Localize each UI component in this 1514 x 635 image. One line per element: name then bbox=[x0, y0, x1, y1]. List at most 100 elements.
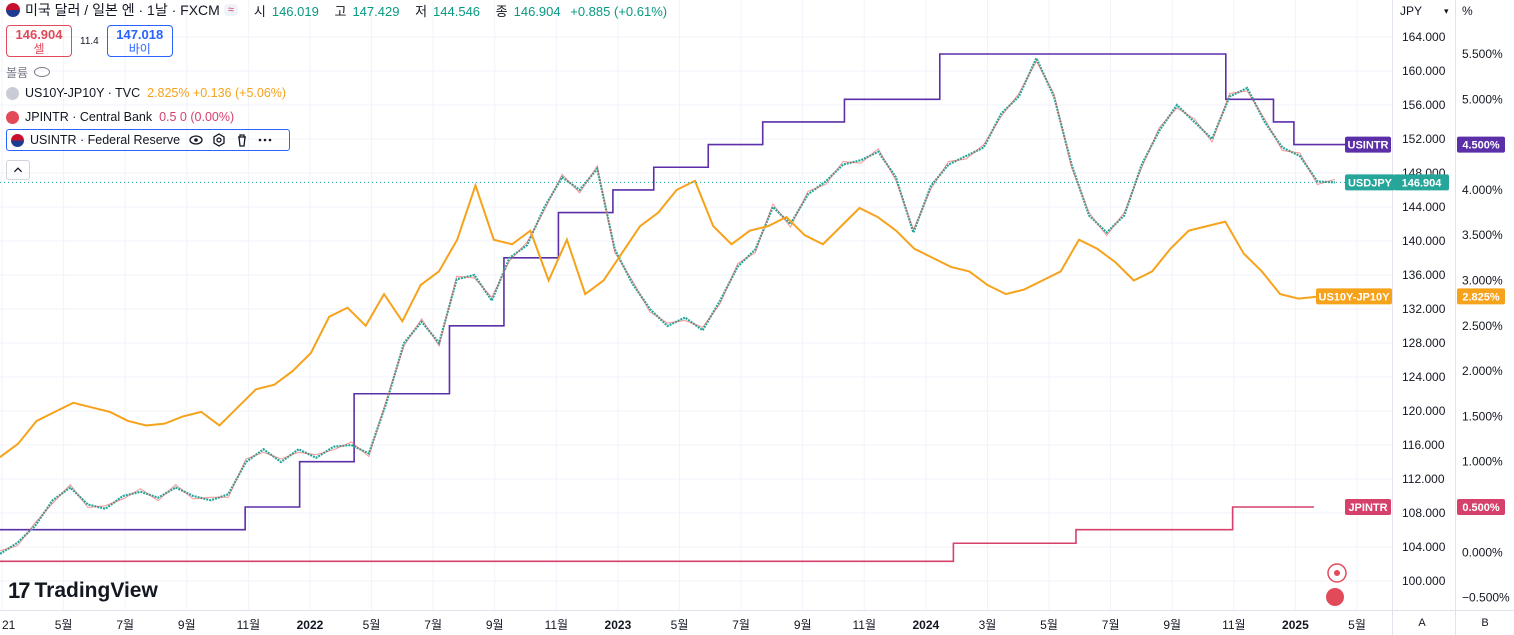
series-line-usintr[interactable] bbox=[0, 53, 1355, 531]
percent-tick-label: 2.000% bbox=[1462, 364, 1503, 378]
time-tick-label: 9월 bbox=[178, 618, 196, 632]
volume-row[interactable]: 볼륨 bbox=[6, 63, 667, 81]
time-tick-label: 7월 bbox=[116, 618, 134, 632]
usdjpy-tag-bg bbox=[1345, 174, 1395, 191]
time-tick-label: 5월 bbox=[1040, 618, 1058, 632]
sell-button[interactable]: 146.904 셀 bbox=[6, 25, 72, 57]
series-line-usdjpy[interactable] bbox=[0, 55, 1336, 555]
percent-tick-label: 1.500% bbox=[1462, 409, 1503, 423]
price-tick-label: 156.000 bbox=[1402, 98, 1446, 112]
price-tick-label: 108.000 bbox=[1402, 506, 1446, 520]
percent-tick-label: 5.500% bbox=[1462, 47, 1503, 61]
usintr-value-tag-bg bbox=[1457, 136, 1505, 153]
price-tick-label: 100.000 bbox=[1402, 574, 1446, 588]
change-value: +0.885 (+0.61%) bbox=[570, 3, 668, 19]
series-line-spread[interactable] bbox=[0, 179, 1336, 458]
tradingview-logo: 17 TradingView bbox=[8, 578, 158, 603]
time-tick-label: 9월 bbox=[486, 618, 504, 632]
us-flag-icon bbox=[11, 133, 24, 147]
symbol-header: 미국 달러 / 일본 엔 · 1날 · FXCM ≈ 시 146.019 고 147… bbox=[6, 0, 667, 20]
event-marker-dot-icon bbox=[1334, 570, 1340, 576]
japan-flag-icon bbox=[6, 110, 19, 124]
jpintr-tag: JPINTR bbox=[1348, 502, 1387, 514]
eye-icon[interactable] bbox=[189, 133, 203, 147]
time-tick-label: 7월 bbox=[732, 618, 750, 632]
usdjpy-price-tag: 146.904 bbox=[1402, 177, 1443, 189]
time-tick-label: 5월 bbox=[363, 618, 381, 632]
usintr-value-tag: 4.500% bbox=[1462, 140, 1500, 152]
time-tick-label: 2023 bbox=[605, 618, 632, 632]
symbol-title[interactable]: 미국 달러 / 일본 엔 · 1날 · FXCM bbox=[25, 2, 220, 18]
usdjpy-tag: USDJPY bbox=[1348, 177, 1393, 189]
time-tick-label: 11월 bbox=[853, 618, 877, 632]
tradingview-logo-icon: 17 bbox=[8, 578, 31, 603]
percent-tick-label: 3.500% bbox=[1462, 228, 1503, 242]
jpintr-value-tag: 0.500% bbox=[1462, 502, 1500, 514]
time-tick-label: 5월 bbox=[1348, 618, 1366, 632]
time-tick-label: 11월 bbox=[237, 618, 261, 632]
market-status-pill[interactable]: ≈ bbox=[223, 4, 238, 16]
usdjpy-price-tag-bg bbox=[1394, 174, 1449, 191]
chevron-down-icon: ▾ bbox=[1444, 5, 1449, 16]
jpintr-tag-bg bbox=[1345, 499, 1391, 515]
percent-scale-button[interactable]: % bbox=[1462, 4, 1473, 18]
price-tick-label: 136.000 bbox=[1402, 268, 1446, 282]
indicator-row-usintr[interactable]: USINTR · Federal Reserve bbox=[6, 129, 290, 151]
price-tick-label: 140.000 bbox=[1402, 234, 1446, 248]
percent-tick-label: 3.000% bbox=[1462, 274, 1503, 288]
time-tick-label: 11월 bbox=[1222, 618, 1246, 632]
series-line-jpintr[interactable] bbox=[0, 506, 1314, 563]
price-tick-label: 160.000 bbox=[1402, 64, 1446, 78]
time-tick-label: 11월 bbox=[545, 618, 569, 632]
percent-tick-label: −0.500% bbox=[1462, 591, 1510, 605]
ohlc-values: 시 146.019 고 147.429 저 144.546 종 146.904 +0.8… bbox=[253, 3, 668, 19]
time-tick-label: 7월 bbox=[1102, 618, 1120, 632]
time-tick-label: 9월 bbox=[794, 618, 812, 632]
spread-tag: US10Y-JP10Y bbox=[1319, 291, 1391, 303]
price-tick-label: 124.000 bbox=[1402, 370, 1446, 384]
percent-tick-label: 0.000% bbox=[1462, 545, 1503, 559]
indicator-row-spread[interactable]: US10Y-JP10Y · TVC 2.825% +0.136 (+5.06%) bbox=[6, 81, 667, 105]
time-tick-label: 2022 bbox=[297, 618, 324, 632]
chevron-up-icon bbox=[13, 167, 23, 173]
percent-tick-label: 1.000% bbox=[1462, 455, 1503, 469]
us-event-marker-icon[interactable] bbox=[1326, 588, 1344, 606]
time-tick-label: 2024 bbox=[913, 618, 940, 632]
time-tick-label: 2025 bbox=[1282, 618, 1309, 632]
price-tick-label: 144.000 bbox=[1402, 200, 1446, 214]
price-tick-label: 164.000 bbox=[1402, 30, 1446, 44]
collapse-legend-button[interactable] bbox=[6, 160, 30, 180]
price-tick-label: 152.000 bbox=[1402, 132, 1446, 146]
spread-value: 11.4 bbox=[80, 35, 99, 47]
eye-off-icon[interactable] bbox=[34, 67, 51, 77]
indicator-row-jpintr[interactable]: JPINTR · Central Bank 0.5 0 (0.00%) bbox=[6, 105, 667, 129]
jpintr-value-tag-bg bbox=[1457, 499, 1505, 515]
price-tick-label: 112.000 bbox=[1402, 472, 1445, 486]
price-tick-label: 128.000 bbox=[1402, 336, 1446, 350]
time-tick-label: 5월 bbox=[671, 618, 689, 632]
time-tick-label: 9월 bbox=[1163, 618, 1181, 632]
percent-tick-label: 5.000% bbox=[1462, 92, 1503, 106]
legend: 미국 달러 / 일본 엔 · 1날 · FXCM ≈ 시 146.019 고 147… bbox=[6, 0, 667, 151]
currency-selector[interactable]: JPY ▾ bbox=[1400, 4, 1449, 18]
auto-scale-button[interactable]: A bbox=[1411, 614, 1433, 634]
price-tick-label: 116.000 bbox=[1402, 438, 1445, 452]
price-tick-label: 120.000 bbox=[1402, 404, 1446, 418]
spread-tag-bg bbox=[1316, 288, 1392, 305]
time-tick-label: 3월 bbox=[979, 618, 997, 632]
trade-panel: 146.904 셀 11.4 147.018 바이 bbox=[6, 24, 667, 58]
price-tick-label: 132.000 bbox=[1402, 302, 1446, 316]
percent-tick-label: 4.000% bbox=[1462, 183, 1503, 197]
usintr-tag-bg bbox=[1345, 136, 1391, 153]
buy-button[interactable]: 147.018 바이 bbox=[106, 25, 173, 57]
right-scale-button[interactable]: B bbox=[1474, 614, 1496, 634]
series-candles-usdjpy bbox=[0, 60, 1336, 552]
indicator-logo-icon bbox=[6, 86, 19, 100]
usd-jpy-flag-icon bbox=[6, 3, 20, 17]
more-icon[interactable] bbox=[258, 133, 272, 147]
price-tick-label: 104.000 bbox=[1402, 540, 1446, 554]
settings-icon[interactable] bbox=[212, 133, 226, 147]
trash-icon[interactable] bbox=[235, 133, 249, 147]
time-tick-label: 7월 bbox=[424, 618, 442, 632]
